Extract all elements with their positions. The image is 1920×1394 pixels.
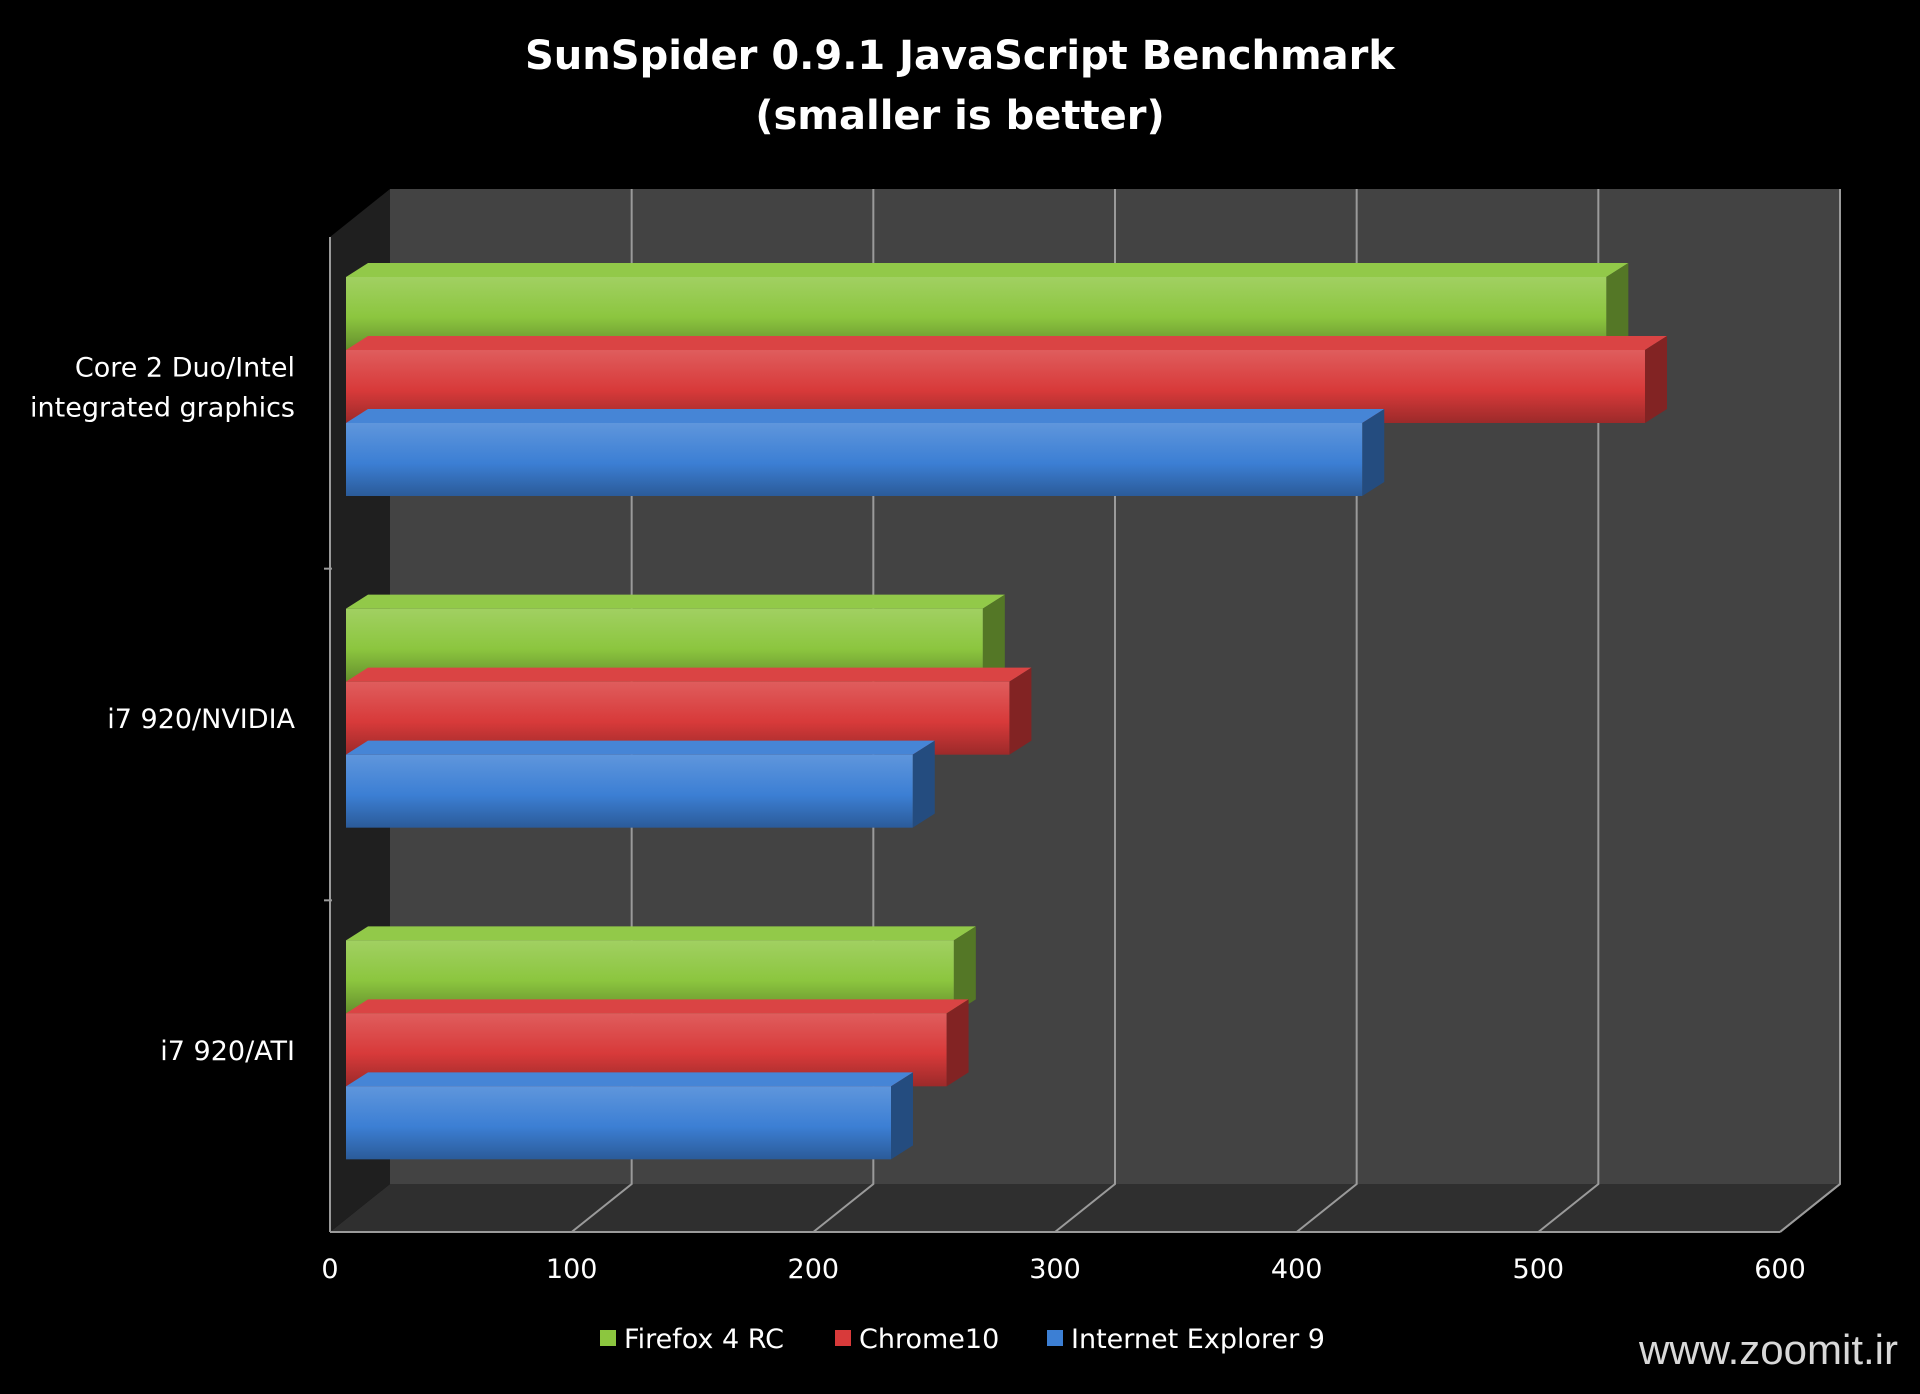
gridline [1537,189,1600,1233]
bar-top-face [346,667,1032,682]
chart-title: SunSpider 0.9.1 JavaScript Benchmark [525,33,1395,79]
bar [346,754,913,828]
bar-side-face [946,999,969,1087]
bar-side-face [891,1072,913,1160]
bar-top-face [346,1072,913,1087]
x-tick-label: 400 [1271,1254,1323,1285]
category-label: i7 920/NVIDIA [107,704,295,735]
category-label: Core 2 Duo/Intel integrated graphics [30,353,295,424]
chart-subtitle: (smaller is better) [755,93,1165,139]
bar [346,1086,891,1160]
bar-top-face [346,409,1385,423]
gridline [1296,189,1358,1233]
bar-side-face [1009,667,1032,755]
legend-swatch [835,1330,851,1346]
bar-side-face [912,740,935,828]
legend-label: Firefox 4 RC [624,1324,784,1355]
category-label-line: integrated graphics [30,393,295,424]
legend-swatch [600,1330,616,1346]
bar-side-face [1645,336,1667,423]
x-tick-label: 0 [321,1254,338,1285]
gridline [571,189,633,1233]
bar-side-face [982,594,1005,682]
chart-title-block: SunSpider 0.9.1 JavaScript Benchmark (sm… [0,26,1920,146]
gridline [1054,189,1116,1233]
bar-side-face [953,926,976,1014]
legend-label: Internet Explorer 9 [1071,1324,1325,1355]
watermark: www.zoomit.ir [1638,1326,1898,1373]
bar-top-face [346,926,976,941]
x-tick-label: 100 [546,1254,598,1285]
category-label-line: i7 920/ATI [160,1036,295,1067]
x-tick-label: 300 [1029,1254,1081,1285]
category-label-line: Core 2 Duo/Intel [75,353,295,384]
category-label: i7 920/ATI [160,1036,295,1067]
floor-edge-line [1779,1183,1841,1233]
category-label-line: i7 920/NVIDIA [107,704,295,735]
bar-side-face [1606,263,1629,350]
bar-top-face [346,336,1667,350]
legend-swatch [1047,1330,1063,1346]
bar-side-face [1362,409,1385,496]
gridline [812,189,875,1233]
bar [346,423,1363,496]
x-tick-label: 600 [1754,1254,1806,1285]
x-tick-label: 200 [788,1254,840,1285]
bar-top-face [346,594,1005,609]
bar-top-face [346,999,969,1014]
bar-top-face [346,740,935,755]
legend-label: Chrome10 [859,1324,999,1355]
x-tick-label: 500 [1513,1254,1565,1285]
bar-top-face [346,263,1629,277]
